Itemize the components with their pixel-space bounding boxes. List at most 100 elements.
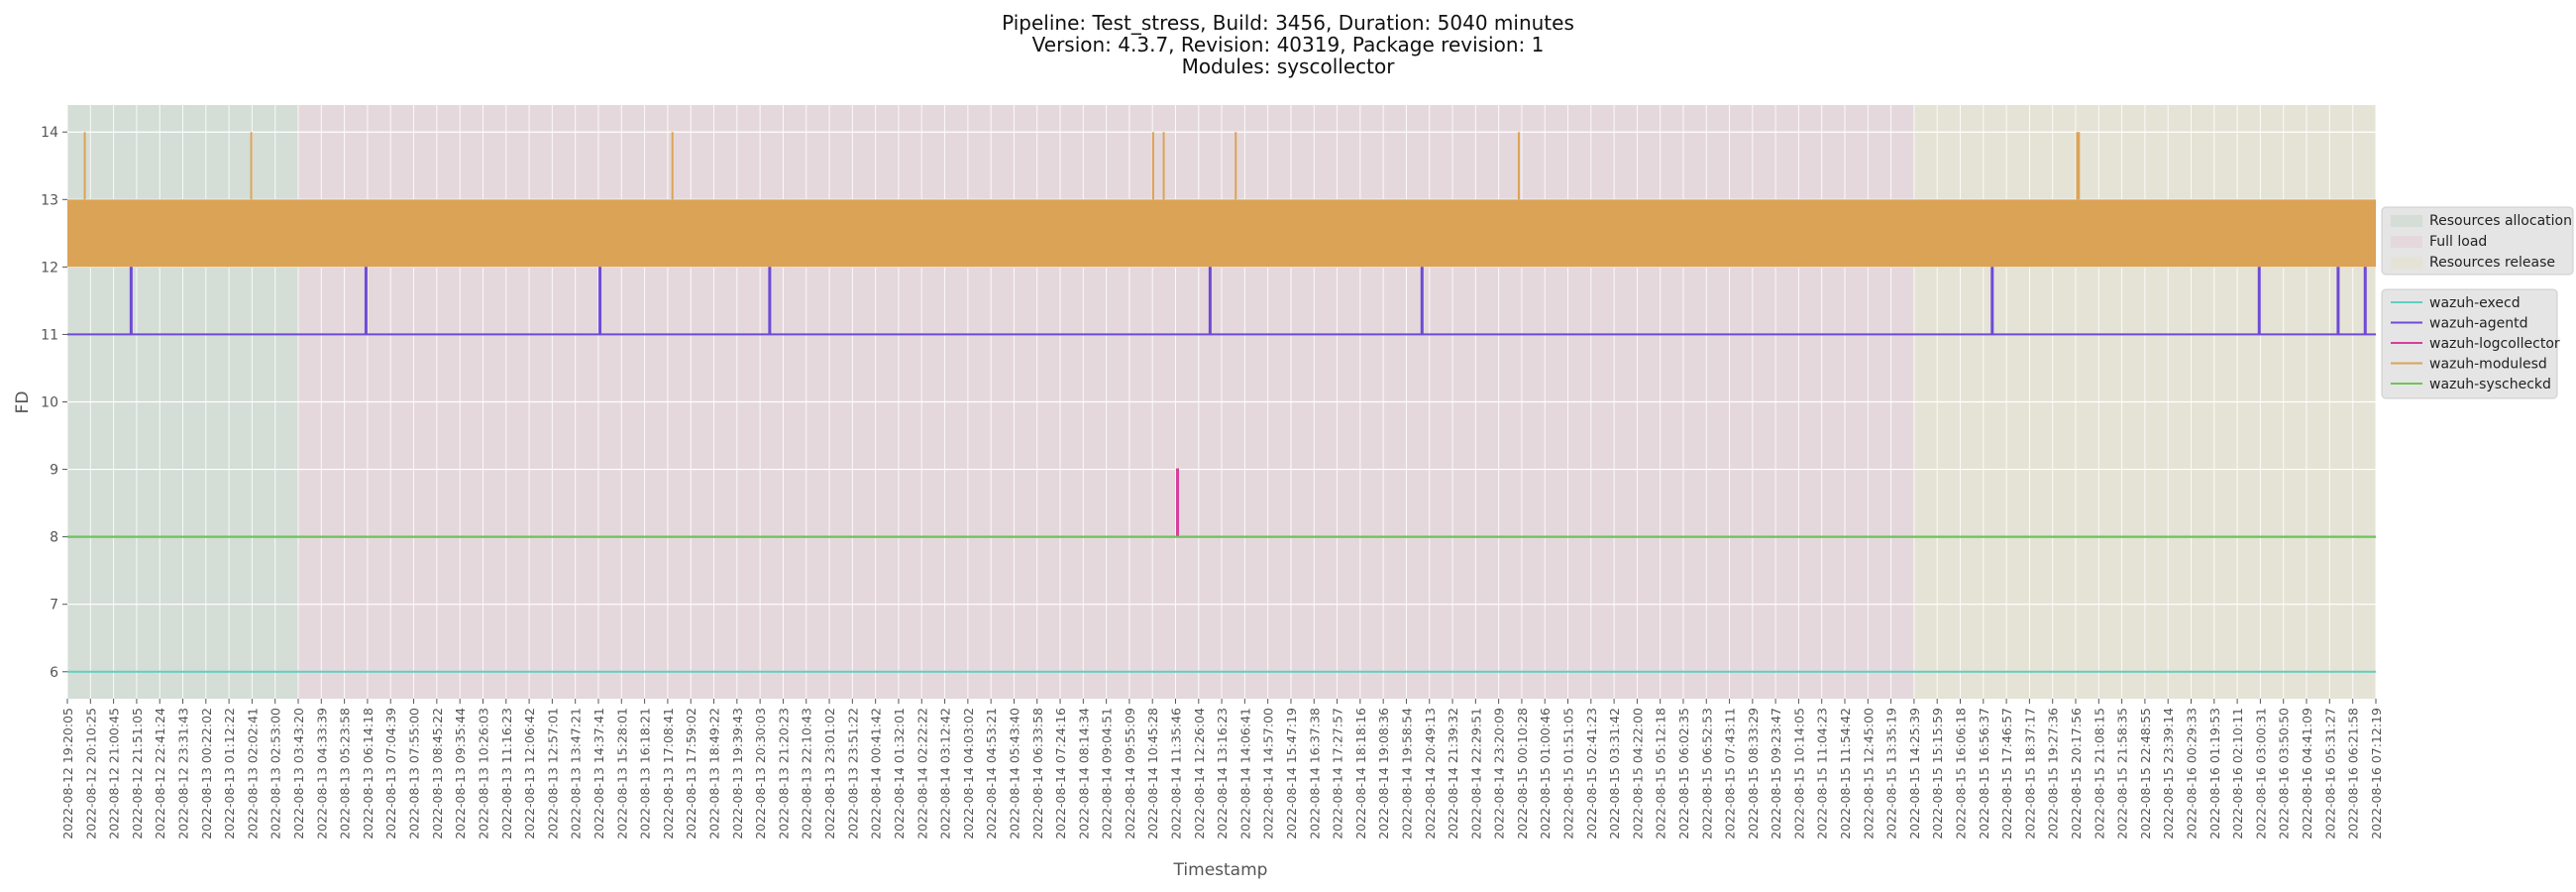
x-tick-label-83: 2022-08-15 16:56:37 [1977,708,1991,839]
x-tick-label-44: 2022-08-14 08:14:34 [1076,708,1091,839]
line-wazuh-agentd [67,266,2376,336]
x-tick-label-71: 2022-08-15 06:52:53 [1699,708,1714,839]
x-tick-label-16: 2022-08-13 08:45:22 [430,708,445,839]
legend-series-label-1: wazuh-agentd [2429,316,2528,332]
x-tick-label-14: 2022-08-13 07:04:39 [383,708,398,839]
x-tick-label-31: 2022-08-13 21:20:23 [776,708,791,839]
x-tick-label-2: 2022-08-12 21:00:45 [107,708,122,839]
grid-lines [66,105,2377,699]
x-tick-label-8: 2022-08-13 02:02:41 [245,708,260,839]
x-tick-label-23: 2022-08-13 14:37:41 [591,708,606,839]
x-tick-label-35: 2022-08-14 00:41:42 [869,708,884,839]
series-wazuh-agentd [67,266,2376,336]
x-tick-label-85: 2022-08-15 18:37:17 [2022,708,2037,839]
x-tick-label-5: 2022-08-12 23:31:43 [176,708,191,839]
x-tick-label-70: 2022-08-15 06:02:35 [1676,708,1691,839]
x-tick-label-37: 2022-08-14 02:22:22 [914,708,929,839]
x-tick-label-88: 2022-08-15 21:08:15 [2092,708,2106,839]
legend-phase-label-2: Resources release [2429,255,2555,271]
series-lines [67,132,2376,673]
y-tick-label-1: 7 [50,598,58,613]
x-tick-label-64: 2022-08-15 01:00:46 [1538,708,1553,839]
x-tick-label-18: 2022-08-13 10:26:03 [476,708,490,839]
y-tick-label-0: 6 [50,665,58,681]
legend-series-label-0: wazuh-execd [2429,295,2521,311]
x-tick-label-10: 2022-08-13 03:43:20 [291,708,306,839]
x-tick-label-87: 2022-08-15 20:17:56 [2069,708,2084,839]
x-tick-label-89: 2022-08-15 21:58:35 [2115,708,2130,839]
x-tick-label-80: 2022-08-15 14:25:39 [1907,708,1922,839]
x-tick-label-75: 2022-08-15 10:14:05 [1791,708,1806,839]
x-tick-label-65: 2022-08-15 01:51:05 [1561,708,1576,839]
y-tick-label-3: 9 [50,463,58,479]
chart-title-line-3: Modules: syscollector [1181,55,1395,78]
y-tick-label-8: 14 [41,125,58,141]
x-tick-label-11: 2022-08-13 04:33:39 [314,708,329,839]
x-tick-label-76: 2022-08-15 11:04:23 [1815,708,1830,839]
x-tick-label-91: 2022-08-15 23:39:14 [2161,708,2176,839]
x-tick-label-49: 2022-08-14 12:26:04 [1192,708,1207,839]
x-tick-label-77: 2022-08-15 11:54:42 [1838,708,1853,839]
x-tick-label-29: 2022-08-13 19:39:43 [730,708,745,839]
x-tick-label-1: 2022-08-12 20:10:25 [83,708,98,839]
legend-series-box [2381,288,2558,399]
x-tick-label-24: 2022-08-13 15:28:01 [614,708,629,839]
x-tick-label-6: 2022-08-13 00:22:02 [199,708,214,839]
x-tick-label-90: 2022-08-15 22:48:55 [2138,708,2153,839]
x-tick-label-98: 2022-08-16 05:31:27 [2322,708,2337,839]
x-axis-ticks: 2022-08-12 19:20:05 2022-08-12 20:10:25 20… [60,699,2384,839]
x-tick-label-58: 2022-08-14 19:58:54 [1399,708,1414,839]
x-tick-label-86: 2022-08-15 19:27:36 [2046,708,2061,839]
x-tick-label-73: 2022-08-15 08:33:29 [1746,708,1761,839]
x-tick-label-19: 2022-08-13 11:16:23 [499,708,514,839]
x-tick-label-4: 2022-08-12 22:41:24 [153,708,167,839]
x-tick-label-42: 2022-08-14 06:33:58 [1030,708,1045,839]
legend-phases: Resources allocation Full load Resources r… [2381,206,2574,276]
x-tick-label-92: 2022-08-16 00:29:33 [2185,708,2200,839]
x-tick-label-21: 2022-08-13 12:57:01 [545,708,560,839]
x-tick-label-79: 2022-08-15 13:35:19 [1884,708,1899,839]
x-tick-label-59: 2022-08-14 20:49:13 [1423,708,1438,839]
x-tick-label-9: 2022-08-13 02:53:00 [268,708,283,839]
y-tick-label-6: 12 [41,260,58,276]
legend-phase-swatch-2 [2391,257,2422,269]
y-tick-label-7: 13 [41,192,58,208]
x-tick-label-26: 2022-08-13 17:08:41 [661,708,676,839]
legend-phases-box [2381,206,2574,276]
x-tick-label-7: 2022-08-13 01:12:22 [222,708,237,839]
x-tick-label-3: 2022-08-12 21:51:05 [130,708,145,839]
legend-series-label-4: wazuh-syscheckd [2429,377,2551,392]
x-tick-label-52: 2022-08-14 14:57:00 [1261,708,1276,839]
chart-title-line-2: Version: 4.3.7, Revision: 40319, Package… [1031,33,1545,56]
x-tick-label-50: 2022-08-14 13:16:23 [1215,708,1230,839]
x-tick-label-12: 2022-08-13 05:23:58 [338,708,353,839]
legend-series: wazuh-execd wazuh-agentd wazuh-logcollecto… [2381,288,2560,399]
x-tick-label-63: 2022-08-15 00:10:28 [1515,708,1530,839]
legend-phase-swatch-1 [2391,236,2422,248]
x-tick-label-68: 2022-08-15 04:22:00 [1630,708,1645,839]
legend-series-label-3: wazuh-modulesd [2429,357,2547,373]
y-axis-label: FD [13,391,33,414]
x-tick-label-43: 2022-08-14 07:24:16 [1053,708,1068,839]
x-tick-label-55: 2022-08-14 17:27:57 [1331,708,1345,839]
x-tick-label-61: 2022-08-14 22:29:51 [1468,708,1483,839]
x-tick-label-20: 2022-08-13 12:06:42 [522,708,537,839]
x-tick-label-69: 2022-08-15 05:12:18 [1654,708,1668,839]
x-tick-label-99: 2022-08-16 06:21:58 [2346,708,2361,839]
x-tick-label-45: 2022-08-14 09:04:51 [1100,708,1115,839]
legend-series-label-2: wazuh-logcollector [2429,336,2560,352]
x-axis-label: Timestamp [1173,860,1268,880]
x-tick-label-51: 2022-08-14 14:06:41 [1237,708,1252,839]
x-tick-label-66: 2022-08-15 02:41:23 [1584,708,1599,839]
x-tick-label-32: 2022-08-13 22:10:43 [800,708,814,839]
x-tick-label-96: 2022-08-16 03:50:50 [2277,708,2292,839]
legend-phase-label-1: Full load [2429,234,2487,250]
x-tick-label-67: 2022-08-15 03:31:42 [1607,708,1622,839]
x-tick-label-93: 2022-08-16 01:19:53 [2207,708,2222,839]
x-tick-label-56: 2022-08-14 18:18:16 [1353,708,1368,839]
x-tick-label-15: 2022-08-13 07:55:00 [407,708,422,839]
x-tick-label-27: 2022-08-13 17:59:02 [684,708,698,839]
x-tick-label-41: 2022-08-14 05:43:40 [1007,708,1021,839]
